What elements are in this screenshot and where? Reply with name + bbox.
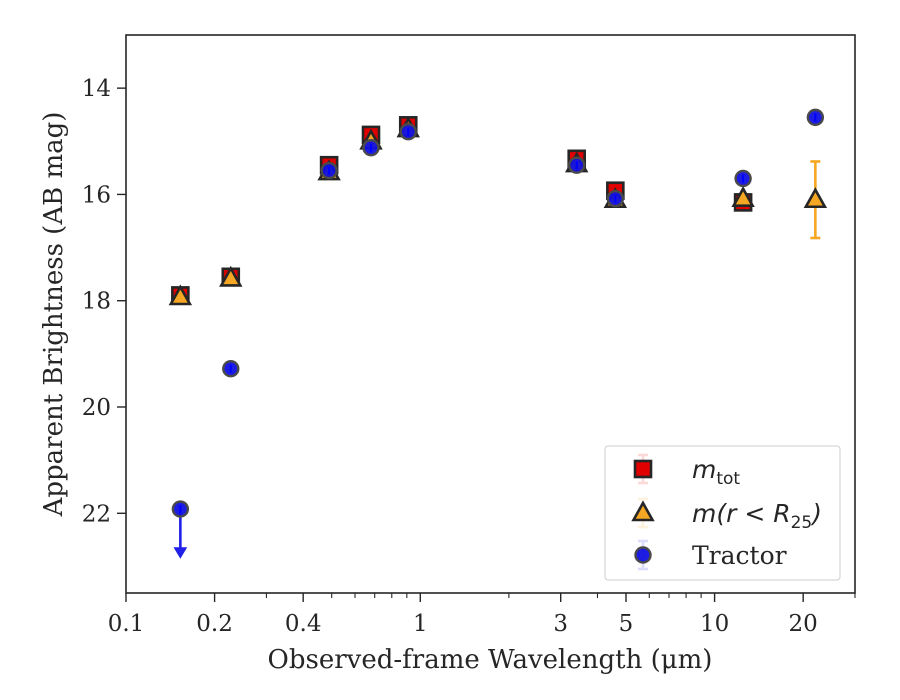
y-tick-label: 20 [82, 395, 111, 421]
x-tick-label: 3 [553, 611, 568, 637]
x-axis-label: Observed-frame Wavelength (μm) [268, 645, 713, 675]
plot-frame [125, 34, 856, 594]
legend-box [604, 445, 841, 581]
legend-label-suffix: ) [810, 499, 822, 528]
y-tick-label: 22 [82, 501, 111, 527]
legend-label-subscript: tot [716, 469, 740, 489]
legend-entries: mtot m(r < R25) Tractor [631, 455, 822, 570]
x-tick-label: 20 [789, 611, 818, 637]
legend: mtot m(r < R25) Tractor [604, 445, 841, 581]
x-tick-label: 5 [619, 611, 634, 637]
x-tick-label: 1 [413, 611, 428, 637]
y-tick-label: 16 [82, 182, 111, 208]
y-axis-label: Apparent Brightness (AB mag) [39, 112, 69, 518]
legend-triangle-marker [631, 500, 655, 522]
legend-square-marker [633, 459, 653, 479]
legend-label-main: Tractor [692, 541, 787, 570]
data-markers [168, 108, 828, 518]
legend-label: m(r < R25) [692, 499, 822, 533]
legend-circle-marker [634, 546, 652, 564]
x-tick-label: 0.4 [285, 611, 322, 637]
y-tick-label: 18 [82, 289, 111, 315]
x-tick-label: 0.2 [196, 611, 233, 637]
x-tick-label: 0.1 [108, 611, 145, 637]
upper-limit-arrow-head [173, 547, 188, 559]
legend-label-main: m(r < R [692, 499, 791, 528]
x-tick-label: 10 [700, 611, 729, 637]
legend-label: mtot [692, 455, 740, 489]
y-tick-label: 14 [82, 76, 111, 102]
axis-ticks: 0.1 0.2 0.4 1 3 5 10 20 14 16 18 20 22 [82, 76, 856, 637]
legend-label-subscript: 25 [791, 513, 813, 533]
legend-label-main: m [692, 455, 716, 484]
legend-label: Tractor [692, 541, 787, 570]
